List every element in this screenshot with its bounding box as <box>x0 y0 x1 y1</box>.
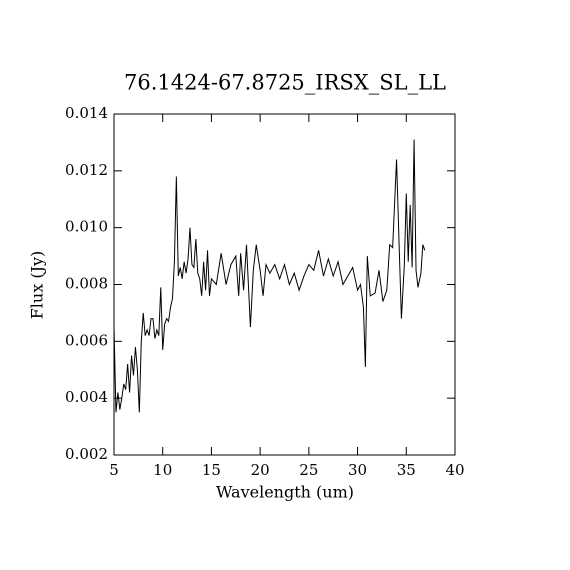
y-tick-label: 0.006 <box>65 331 108 349</box>
y-tick-label: 0.002 <box>65 445 108 463</box>
x-tick-label: 30 <box>348 461 367 479</box>
x-tick-label: 10 <box>153 461 172 479</box>
x-axis-label: Wavelength (um) <box>216 483 354 502</box>
x-tick-label: 15 <box>202 461 221 479</box>
y-tick-label: 0.008 <box>65 275 108 293</box>
chart-title: 76.1424-67.8725_IRSX_SL_LL <box>124 71 446 95</box>
y-tick-label: 0.010 <box>65 218 108 236</box>
y-tick-label: 0.012 <box>65 161 108 179</box>
x-tick-label: 25 <box>299 461 318 479</box>
spectrum-line <box>113 139 426 413</box>
x-tick-label: 20 <box>251 461 270 479</box>
y-tick-label: 0.004 <box>65 388 108 406</box>
y-tick-label: 0.014 <box>65 104 108 122</box>
y-axis-label: Flux (Jy) <box>28 251 47 320</box>
x-tick-label: 35 <box>397 461 416 479</box>
x-tick-label: 40 <box>445 461 464 479</box>
x-tick-label: 5 <box>109 461 119 479</box>
